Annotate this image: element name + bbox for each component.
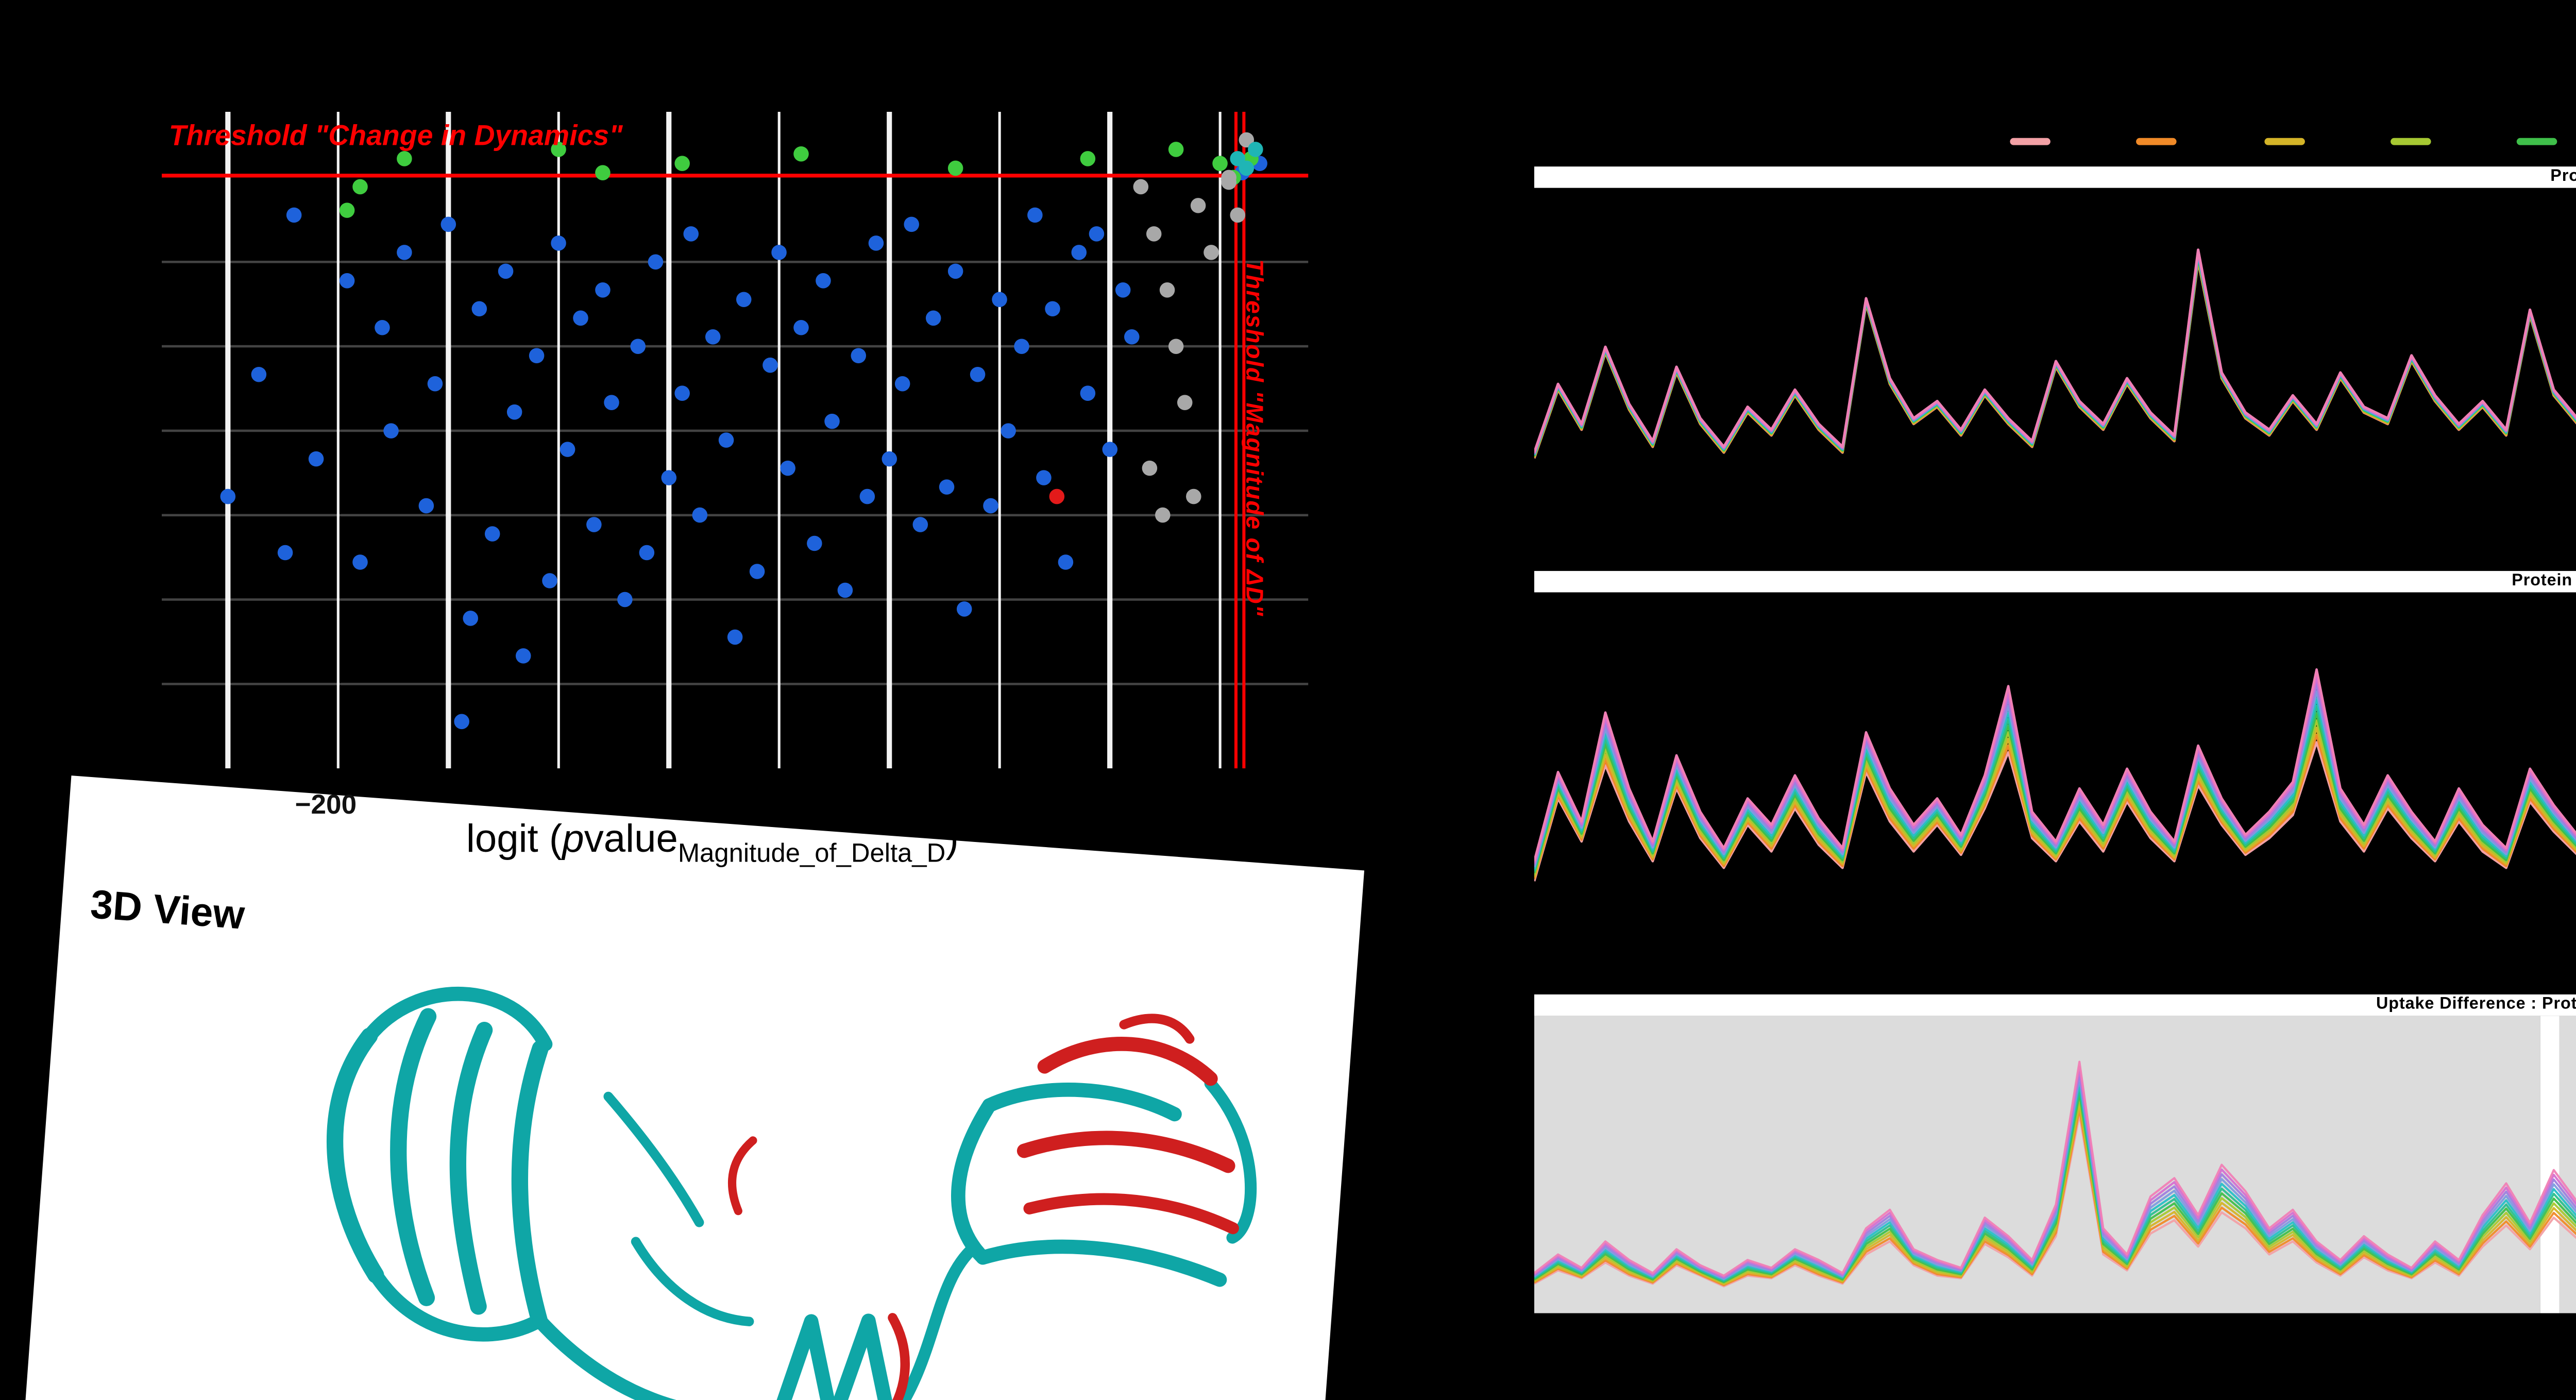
uptake-chart-protein-a-ligand: [1534, 668, 2576, 882]
xlabel-suffix: ): [945, 818, 959, 862]
volcano-panel: Threshold "Change in Dynamics" Threshold…: [161, 111, 1309, 769]
timepoint-swatch-5: [2517, 137, 2558, 146]
timepoint-swatch-4: [2390, 137, 2431, 146]
panel-a-title: Protein A: [1534, 166, 2576, 188]
panel-c-title: Uptake Difference : Protein A - (Protein…: [1534, 994, 2576, 1016]
threshold-magnitude-label: Threshold "Magnitude of ΔD": [1239, 259, 1266, 617]
difference-plot-background-mid: [2559, 1016, 2576, 1313]
structure-3d-panel: 3D View: [21, 775, 1365, 1400]
protein-ribbon-viewport[interactable]: [151, 923, 1307, 1400]
uptake-panel-protein-a: Protein A: [1534, 166, 2576, 559]
xlabel-p: p: [562, 818, 584, 862]
uptake-chart-protein-a: [1534, 248, 2576, 459]
panel-c-plot-area: [1534, 1016, 2576, 1313]
volcano-x-tick-label: −200: [295, 792, 357, 821]
xlabel-subscript: Magnitude_of_Delta_D: [677, 840, 946, 869]
xlabel-value: value: [584, 818, 678, 862]
timepoint-legend: [2010, 136, 2576, 147]
timepoint-swatch-2: [2137, 137, 2177, 146]
background-gap-1: [2540, 1016, 2560, 1313]
xlabel-prefix: logit (: [466, 818, 563, 862]
threshold-dynamics-label: Threshold "Change in Dynamics": [168, 119, 623, 153]
timepoint-swatch-3: [2263, 137, 2304, 146]
panel-b-title: Protein A + Ligand: [1534, 571, 2576, 593]
volcano-x-axis-label: logit (pvalueMagnitude_of_Delta_D): [466, 818, 959, 869]
uptake-panel-protein-a-ligand: Protein A + Ligand: [1534, 571, 2576, 975]
panel-b-plot-area: [1534, 592, 2576, 975]
uptake-difference-chart: [1534, 1060, 2576, 1288]
volcano-plot-svg: [161, 111, 1309, 769]
uptake-difference-panel: Uptake Difference : Protein A - (Protein…: [1534, 994, 2576, 1313]
protein-ribbon-teal: [327, 987, 1257, 1400]
protein-ribbon-red-highlights: [728, 1014, 1239, 1400]
panel-a-plot-area: [1534, 188, 2576, 559]
timepoint-swatch-1: [2010, 137, 2050, 146]
